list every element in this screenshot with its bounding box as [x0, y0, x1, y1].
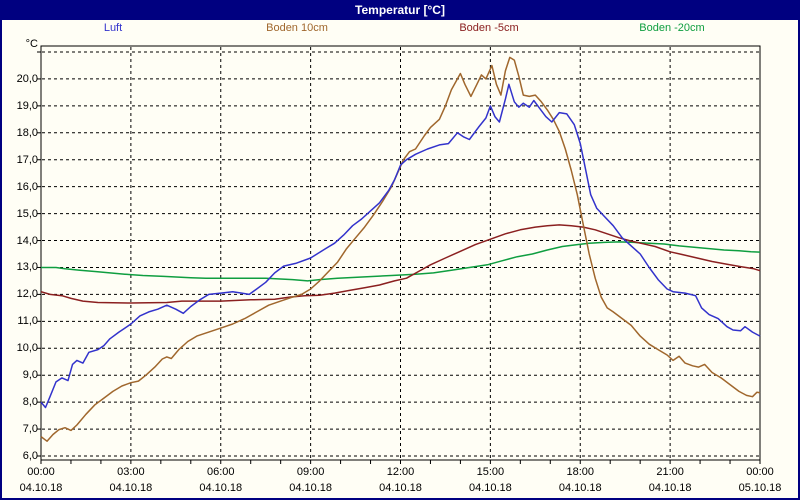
y-axis-label: 14,0: [16, 234, 38, 247]
x-axis-date-label: 04.10.18: [289, 482, 333, 494]
legend-label-boden-10cm: Boden 10cm: [266, 22, 328, 34]
x-axis-time-label: 03:00: [117, 466, 145, 478]
x-axis-time-label: 18:00: [566, 466, 595, 478]
y-axis-label: 17,0: [16, 153, 38, 166]
legend-label-luft: Luft: [103, 22, 123, 34]
y-axis-label: 11,0: [17, 315, 38, 328]
y-axis-label: 12,0: [16, 288, 38, 301]
y-axis-label: 19,0: [16, 99, 38, 112]
x-axis-time-label: 09:00: [296, 466, 325, 478]
y-axis-label: 18,0: [16, 126, 38, 139]
y-axis-label: 7,0: [22, 423, 38, 436]
series-line-luft: [40, 83, 761, 409]
y-axis-label: 13,0: [16, 261, 38, 274]
x-axis-time-label: 00:00: [27, 466, 55, 478]
chart-title: Temperatur [°C]: [0, 0, 800, 20]
x-axis-time-label: 12:00: [386, 466, 415, 478]
y-axis-label: 8,0: [22, 396, 38, 409]
y-axis-label: 9,0: [22, 369, 38, 382]
x-axis-time-label: 21:00: [656, 466, 684, 478]
y-axis-label: 10,0: [16, 342, 38, 355]
y-axis-label: 6,0: [22, 450, 38, 462]
series-line-boden-10cm: [40, 56, 761, 442]
legend-label-boden-20cm: Boden -20cm: [639, 22, 705, 34]
x-axis-date-label: 04.10.18: [19, 482, 63, 494]
x-axis-date-label: 05.10.18: [738, 482, 782, 494]
y-axis-label: 16,0: [16, 180, 38, 193]
y-axis-unit-label: °C: [25, 38, 38, 50]
x-axis-date-label: 04.10.18: [558, 482, 602, 494]
y-axis-label: 15,0: [16, 207, 38, 220]
legend-label-boden-5cm: Boden -5cm: [459, 22, 519, 34]
legend: Luft Boden 10cm Boden -5cm Boden -20cm: [0, 22, 800, 38]
x-axis-time-label: 15:00: [476, 466, 505, 478]
x-axis-date-label: 04.10.18: [468, 482, 512, 494]
x-axis-time-label: 00:00: [746, 466, 774, 478]
x-axis-date-label: 04.10.18: [648, 482, 692, 494]
x-axis-time-label: 06:00: [206, 466, 235, 478]
plot-frame: [40, 45, 761, 461]
series-line-boden-20cm: [41, 241, 761, 282]
x-axis-date-label: 04.10.18: [109, 482, 153, 494]
series-line-boden-5cm: [40, 224, 761, 304]
x-axis-date-label: 04.10.18: [379, 482, 422, 494]
x-axis-date-label: 04.10.18: [199, 482, 243, 494]
y-axis-label: 20,0: [16, 72, 38, 85]
